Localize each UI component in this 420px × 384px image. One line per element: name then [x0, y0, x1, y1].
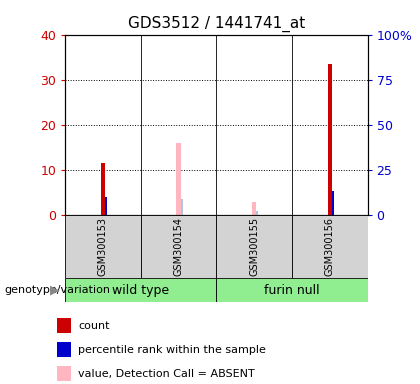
- Text: count: count: [78, 321, 110, 331]
- Text: GSM300155: GSM300155: [249, 217, 259, 276]
- Bar: [292, 215, 368, 278]
- Bar: [257, 210, 258, 215]
- Bar: [65, 278, 216, 302]
- Text: ▶: ▶: [50, 284, 59, 297]
- Bar: [101, 163, 105, 215]
- Text: value, Detection Call = ABSENT: value, Detection Call = ABSENT: [78, 369, 255, 379]
- Bar: [141, 215, 216, 278]
- Bar: [176, 143, 181, 215]
- Bar: [216, 215, 292, 278]
- Text: genotype/variation: genotype/variation: [4, 285, 110, 295]
- Bar: [57, 366, 71, 381]
- Bar: [252, 202, 256, 215]
- Text: percentile rank within the sample: percentile rank within the sample: [78, 345, 266, 355]
- Bar: [105, 197, 107, 215]
- Text: GSM300154: GSM300154: [173, 217, 184, 276]
- Text: GSM300153: GSM300153: [98, 217, 108, 276]
- Bar: [216, 278, 368, 302]
- Bar: [181, 199, 183, 215]
- Bar: [65, 215, 141, 278]
- Text: wild type: wild type: [112, 284, 169, 297]
- Bar: [57, 342, 71, 358]
- Text: GSM300156: GSM300156: [325, 217, 335, 276]
- Bar: [332, 191, 334, 215]
- Text: furin null: furin null: [264, 284, 320, 297]
- Bar: [57, 318, 71, 333]
- Title: GDS3512 / 1441741_at: GDS3512 / 1441741_at: [128, 16, 305, 32]
- Bar: [328, 64, 332, 215]
